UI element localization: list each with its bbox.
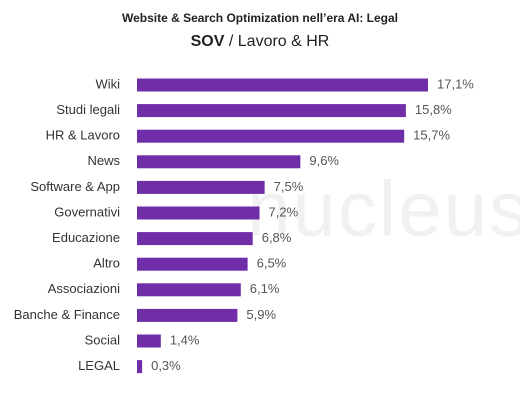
category-label: Educazione xyxy=(52,230,120,245)
value-label: 7,2% xyxy=(269,204,299,219)
bar xyxy=(137,308,238,322)
value-label: 6,8% xyxy=(262,230,292,245)
category-label: Banche & Finance xyxy=(14,307,120,322)
watermark: nucleus xyxy=(247,165,520,253)
category-label: Governativi xyxy=(54,204,120,219)
value-label: 9,6% xyxy=(309,153,339,168)
chart-title: Website & Search Optimization nell’era A… xyxy=(122,11,398,25)
subtitle-text: / Lavoro & HR xyxy=(229,33,329,50)
value-label: 7,5% xyxy=(274,179,304,194)
bar xyxy=(137,283,241,297)
category-label: Studi legali xyxy=(56,102,120,117)
category-label: HR & Lavoro xyxy=(46,128,120,143)
bar xyxy=(137,129,405,143)
value-label: 5,9% xyxy=(246,307,276,322)
value-label: 15,8% xyxy=(415,102,452,117)
value-label: 6,1% xyxy=(250,281,280,296)
bar xyxy=(137,180,265,194)
value-label: 6,5% xyxy=(257,256,287,271)
value-label: 0,3% xyxy=(151,358,181,373)
value-label: 1,4% xyxy=(170,332,200,347)
bar xyxy=(137,206,260,220)
bar xyxy=(137,360,143,374)
value-label: 17,1% xyxy=(437,76,474,91)
category-label: LEGAL xyxy=(78,358,120,373)
bar xyxy=(137,155,301,169)
chart-subtitle: SOV / Lavoro & HR xyxy=(191,33,330,50)
category-label: Associazioni xyxy=(48,281,120,296)
category-label: Wiki xyxy=(95,76,120,91)
bar xyxy=(137,334,161,348)
bar xyxy=(137,78,428,92)
bar xyxy=(137,232,253,246)
category-label: News xyxy=(87,153,120,168)
bar xyxy=(137,257,248,271)
category-label: Social xyxy=(85,332,121,347)
category-label: Software & App xyxy=(30,179,120,194)
subtitle-bold: SOV xyxy=(191,33,225,50)
value-label: 15,7% xyxy=(413,128,450,143)
bar xyxy=(137,104,406,118)
category-label: Altro xyxy=(93,256,120,271)
